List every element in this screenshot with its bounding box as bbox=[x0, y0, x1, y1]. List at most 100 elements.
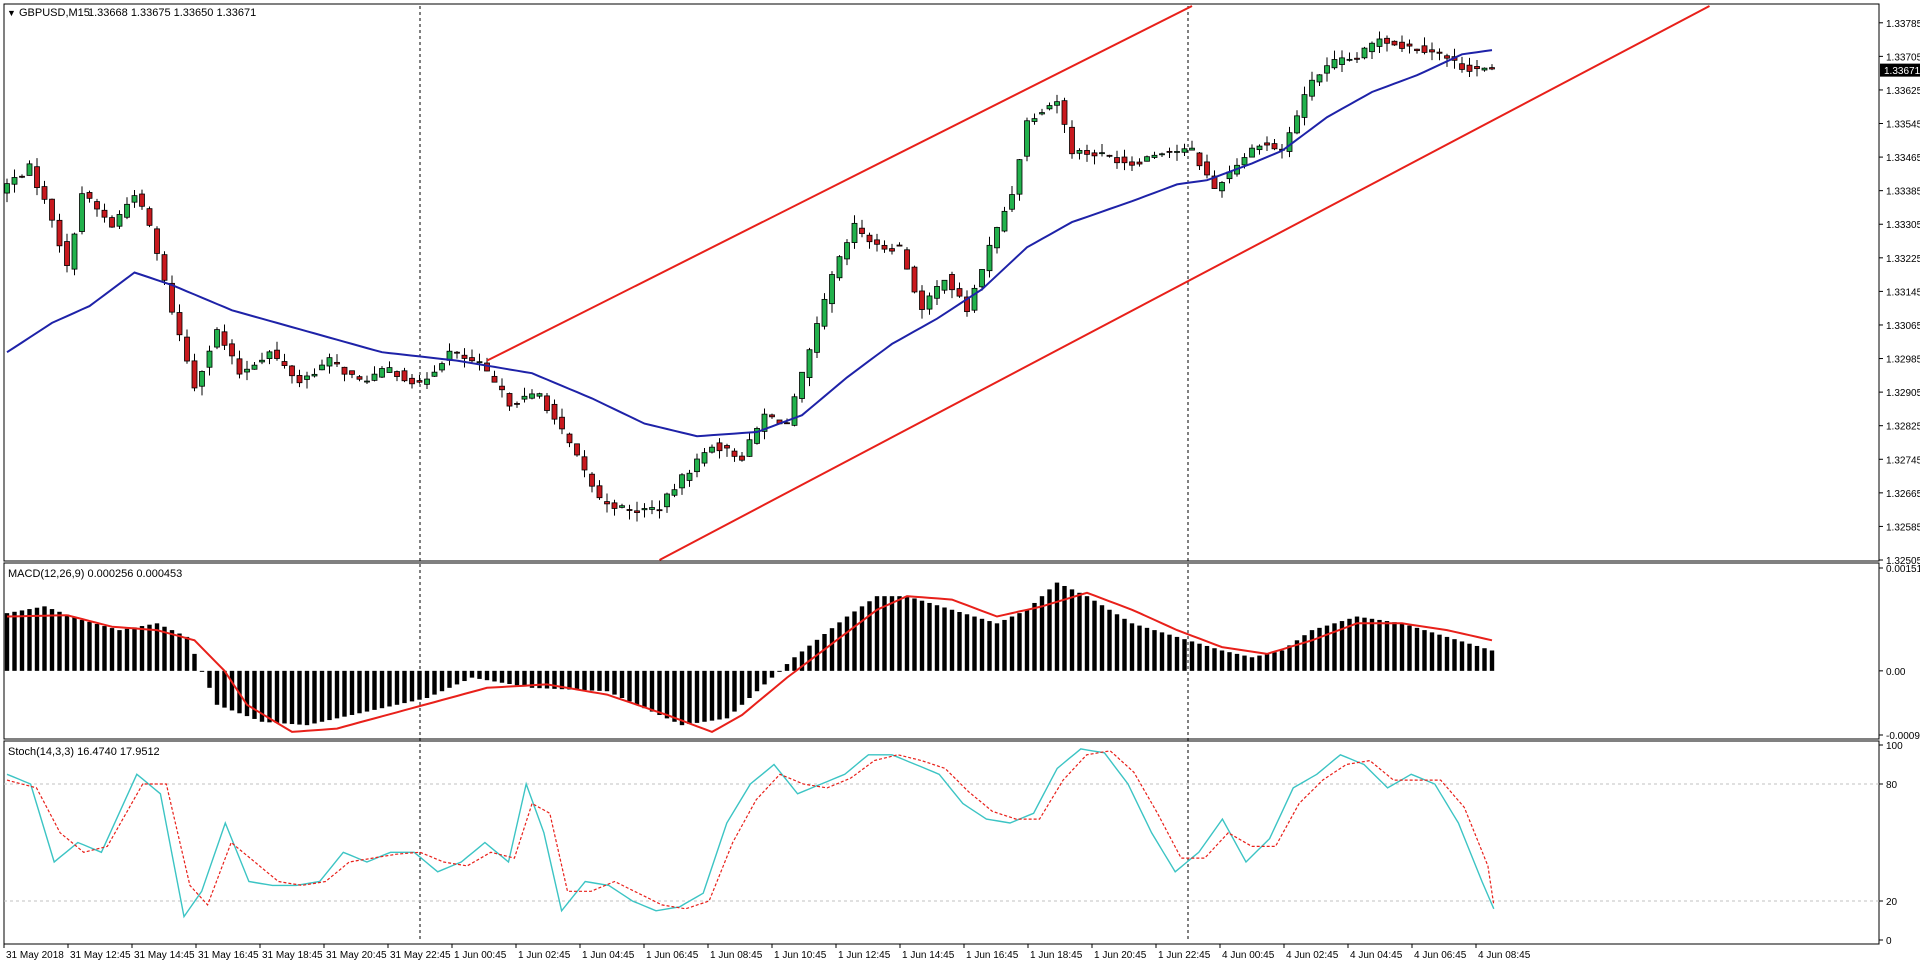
candle-body bbox=[161, 254, 168, 281]
candle-body bbox=[439, 363, 445, 371]
candle bbox=[911, 265, 918, 294]
candle bbox=[649, 500, 655, 515]
channel-upper-line bbox=[486, 5, 1193, 362]
candle bbox=[1211, 170, 1218, 190]
candle-body bbox=[821, 298, 828, 327]
candle-body bbox=[71, 233, 78, 270]
candle bbox=[1084, 144, 1090, 162]
candle-body bbox=[904, 249, 910, 270]
window-arrow[interactable]: ▼ bbox=[7, 8, 16, 18]
stoch-lines bbox=[6, 748, 1495, 919]
candle bbox=[1159, 152, 1165, 157]
channel-lower-line bbox=[659, 5, 1710, 561]
candle bbox=[439, 361, 445, 373]
candle-body bbox=[1339, 57, 1345, 65]
candle-body bbox=[1219, 182, 1225, 192]
macd-bar bbox=[1309, 630, 1315, 671]
candle-body bbox=[454, 351, 460, 354]
stoch-levels bbox=[4, 783, 1879, 902]
candle bbox=[71, 232, 78, 276]
stoch-tick-label: 20 bbox=[1886, 897, 1898, 908]
candle bbox=[311, 368, 318, 378]
candle bbox=[1226, 165, 1233, 184]
candle-body bbox=[611, 502, 618, 509]
macd-bar bbox=[49, 609, 55, 671]
candle bbox=[1331, 50, 1338, 70]
candle bbox=[956, 282, 963, 298]
candle-body bbox=[1114, 157, 1120, 164]
candle-body bbox=[1069, 126, 1075, 155]
candle bbox=[1391, 40, 1398, 46]
time-tick-label: 4 Jun 04:45 bbox=[1350, 950, 1403, 961]
candle-body bbox=[304, 375, 310, 380]
macd-bar bbox=[777, 670, 782, 672]
macd-bar bbox=[1414, 627, 1420, 671]
candle bbox=[1399, 35, 1405, 53]
candle-body bbox=[896, 244, 903, 247]
macd-bar bbox=[679, 670, 685, 726]
macd-bar bbox=[477, 670, 482, 679]
candle-body bbox=[64, 241, 70, 266]
candle-body bbox=[124, 203, 130, 218]
macd-bar bbox=[304, 670, 310, 726]
candle-body bbox=[709, 446, 715, 453]
candle bbox=[1466, 57, 1473, 78]
macd-bar bbox=[334, 670, 340, 719]
candle-body bbox=[641, 508, 648, 511]
candle bbox=[1271, 138, 1278, 151]
candle-body bbox=[1031, 118, 1038, 122]
macd-bar bbox=[574, 670, 580, 690]
candle-body bbox=[469, 357, 475, 362]
candle bbox=[1301, 86, 1308, 126]
candle bbox=[79, 186, 85, 235]
candle-body bbox=[289, 365, 295, 377]
price-tick-label: 1.32505 bbox=[1886, 556, 1920, 567]
candle-body bbox=[1361, 47, 1368, 59]
candle-body bbox=[41, 186, 48, 200]
stoch-panel-frame bbox=[3, 740, 1880, 945]
candle-body bbox=[986, 244, 993, 272]
macd-bar bbox=[1204, 645, 1210, 671]
candle bbox=[844, 239, 850, 266]
candle bbox=[184, 329, 190, 364]
candle bbox=[559, 408, 565, 435]
candle bbox=[761, 408, 768, 440]
candle bbox=[199, 370, 205, 396]
time-tick-label: 31 May 20:45 bbox=[326, 950, 387, 961]
macd-bar bbox=[769, 670, 775, 678]
candle bbox=[491, 370, 498, 383]
candle bbox=[964, 290, 970, 317]
macd-tick-label: 0.001515 bbox=[1886, 564, 1920, 575]
candle-body bbox=[1271, 143, 1278, 150]
macd-bar bbox=[1122, 618, 1127, 671]
macd-bar bbox=[139, 626, 145, 671]
candle-body bbox=[1144, 156, 1150, 162]
time-tick-label: 1 Jun 10:45 bbox=[774, 950, 827, 961]
candle bbox=[514, 401, 520, 408]
macd-bar bbox=[19, 610, 25, 671]
candle-body bbox=[664, 493, 670, 508]
candle-body bbox=[1294, 115, 1300, 134]
candle-body bbox=[1249, 147, 1255, 158]
candle bbox=[229, 339, 235, 365]
candle-body bbox=[731, 450, 738, 457]
candle-body bbox=[671, 489, 678, 496]
stoch-main-line bbox=[6, 748, 1495, 919]
macd-bar bbox=[559, 670, 565, 690]
candle-body bbox=[791, 396, 798, 426]
time-tick-label: 31 May 2018 bbox=[6, 950, 64, 961]
macd-bar bbox=[732, 670, 737, 712]
time-tick-label: 1 Jun 04:45 bbox=[582, 950, 635, 961]
candle-body bbox=[694, 458, 700, 473]
candle-body bbox=[739, 455, 745, 461]
macd-bar bbox=[672, 670, 677, 722]
candle bbox=[1429, 42, 1435, 61]
candle bbox=[529, 389, 535, 400]
macd-bar bbox=[1167, 634, 1172, 671]
macd-bar bbox=[717, 670, 722, 720]
candle bbox=[64, 233, 70, 273]
ma-line bbox=[6, 49, 1493, 438]
candle bbox=[626, 504, 633, 520]
candle bbox=[859, 219, 865, 238]
candle bbox=[431, 365, 438, 377]
